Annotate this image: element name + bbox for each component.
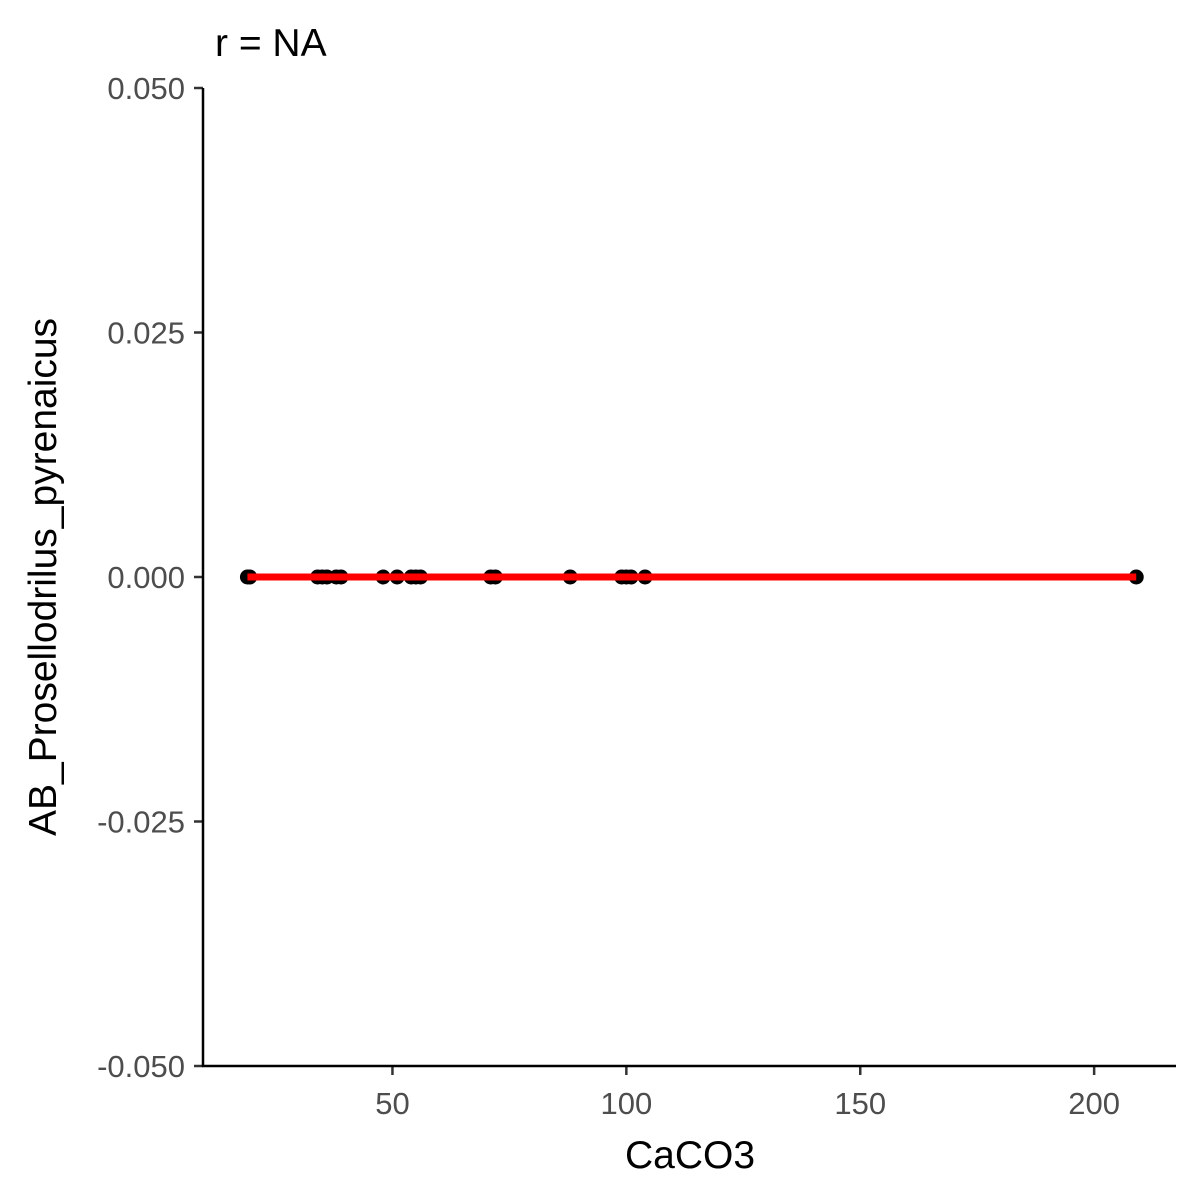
chart-title: r = NA [215, 22, 327, 65]
x-tick-label: 50 [375, 1086, 409, 1121]
y-tick-label: -0.050 [97, 1049, 185, 1084]
x-tick-label: 150 [834, 1086, 886, 1121]
y-tick-label: -0.025 [97, 805, 185, 840]
x-tick-label: 100 [600, 1086, 652, 1121]
y-tick-label: 0.000 [107, 560, 185, 595]
y-axis-title: AB_Prosellodrilus_pyrenaicus [22, 318, 65, 836]
y-axis-ticks: -0.050 -0.025 0.000 0.025 0.050 [97, 71, 203, 1084]
y-tick-label: 0.050 [107, 71, 185, 106]
x-tick-label: 200 [1068, 1086, 1120, 1121]
x-axis-title: CaCO3 [625, 1134, 755, 1177]
y-tick-label: 0.025 [107, 316, 185, 351]
x-axis-ticks: 50 100 150 200 [375, 1066, 1120, 1121]
